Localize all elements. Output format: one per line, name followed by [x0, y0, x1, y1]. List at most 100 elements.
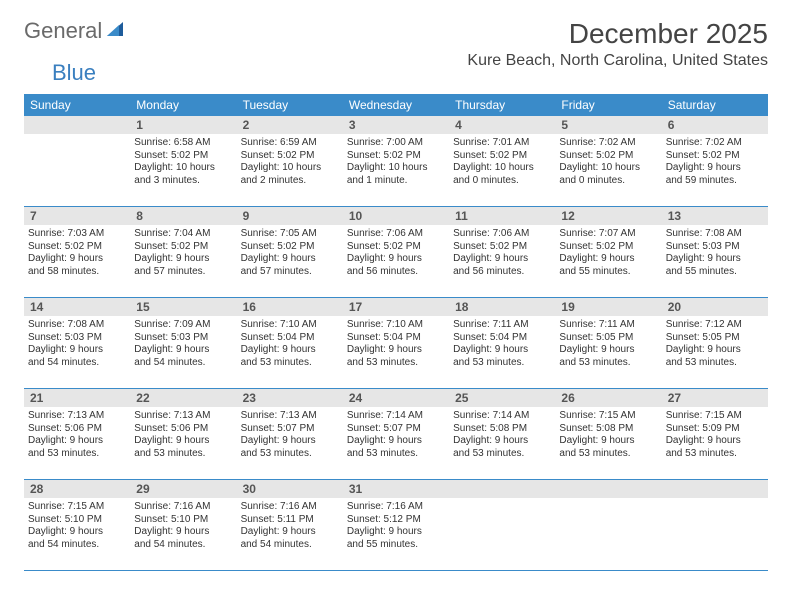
cell-line: Sunset: 5:10 PM	[134, 514, 231, 527]
day-cell: Sunrise: 7:14 AMSunset: 5:08 PMDaylight:…	[449, 407, 555, 479]
day-number: 1	[130, 116, 236, 134]
cell-line: Sunrise: 7:15 AM	[559, 410, 656, 423]
logo-text-general: General	[24, 18, 102, 44]
day-header: Saturday	[662, 94, 768, 116]
cell-line: Daylight: 9 hours	[28, 253, 125, 266]
day-cell: Sunrise: 7:12 AMSunset: 5:05 PMDaylight:…	[662, 316, 768, 388]
day-cell: Sunrise: 7:11 AMSunset: 5:05 PMDaylight:…	[555, 316, 661, 388]
cell-line: Sunrise: 7:13 AM	[241, 410, 338, 423]
cell-line: Sunset: 5:02 PM	[559, 150, 656, 163]
daynum-row: 123456	[24, 116, 768, 134]
day-header: Friday	[555, 94, 661, 116]
cell-line: Daylight: 9 hours	[347, 435, 444, 448]
day-cell: Sunrise: 7:10 AMSunset: 5:04 PMDaylight:…	[343, 316, 449, 388]
cell-line: Sunset: 5:02 PM	[453, 241, 550, 254]
cell-line: Daylight: 10 hours	[559, 162, 656, 175]
cell-line: and 53 minutes.	[28, 448, 125, 461]
cell-line: Sunrise: 7:13 AM	[28, 410, 125, 423]
cell-line: Sunset: 5:07 PM	[241, 423, 338, 436]
cell-line: Sunset: 5:02 PM	[453, 150, 550, 163]
location: Kure Beach, North Carolina, United State…	[467, 52, 768, 70]
cell-line: Sunrise: 7:16 AM	[134, 501, 231, 514]
daynum-row: 14151617181920	[24, 298, 768, 316]
cell-line: Sunrise: 7:00 AM	[347, 137, 444, 150]
cell-line: Sunset: 5:02 PM	[347, 150, 444, 163]
cell-line: Daylight: 10 hours	[134, 162, 231, 175]
cell-line: Sunset: 5:08 PM	[559, 423, 656, 436]
day-cell: Sunrise: 6:58 AMSunset: 5:02 PMDaylight:…	[130, 134, 236, 206]
day-number: 5	[555, 116, 661, 134]
cell-line: and 56 minutes.	[347, 266, 444, 279]
cell-line: Sunrise: 7:02 AM	[666, 137, 763, 150]
cell-line: Sunrise: 7:06 AM	[347, 228, 444, 241]
cell-line: Sunrise: 7:13 AM	[134, 410, 231, 423]
cell-line: Sunrise: 7:08 AM	[28, 319, 125, 332]
cell-line: Sunrise: 7:11 AM	[559, 319, 656, 332]
cell-line: Daylight: 9 hours	[347, 526, 444, 539]
sail-icon	[105, 20, 125, 43]
daynum-row: 78910111213	[24, 207, 768, 225]
cell-line: Sunset: 5:04 PM	[453, 332, 550, 345]
cell-line: and 57 minutes.	[241, 266, 338, 279]
cell-line: and 54 minutes.	[134, 357, 231, 370]
day-number: 24	[343, 389, 449, 407]
cell-line: Daylight: 9 hours	[666, 253, 763, 266]
day-cell	[555, 498, 661, 570]
cell-line: Daylight: 9 hours	[666, 344, 763, 357]
cell-line: and 54 minutes.	[241, 539, 338, 552]
logo: General	[24, 18, 125, 44]
cell-line: and 54 minutes.	[134, 539, 231, 552]
day-number: 26	[555, 389, 661, 407]
day-number: 14	[24, 298, 130, 316]
day-cell: Sunrise: 7:04 AMSunset: 5:02 PMDaylight:…	[130, 225, 236, 297]
day-number: 3	[343, 116, 449, 134]
cell-line: and 54 minutes.	[28, 357, 125, 370]
day-number: 12	[555, 207, 661, 225]
day-number: 31	[343, 480, 449, 498]
day-number: 8	[130, 207, 236, 225]
day-cell: Sunrise: 7:05 AMSunset: 5:02 PMDaylight:…	[237, 225, 343, 297]
day-cell: Sunrise: 7:09 AMSunset: 5:03 PMDaylight:…	[130, 316, 236, 388]
cell-line: and 53 minutes.	[559, 448, 656, 461]
day-number: 27	[662, 389, 768, 407]
cell-line: Sunset: 5:06 PM	[28, 423, 125, 436]
cell-line: Sunrise: 7:05 AM	[241, 228, 338, 241]
day-cell: Sunrise: 7:01 AMSunset: 5:02 PMDaylight:…	[449, 134, 555, 206]
cell-line: and 53 minutes.	[134, 448, 231, 461]
day-number: 11	[449, 207, 555, 225]
cell-line: Sunrise: 6:59 AM	[241, 137, 338, 150]
day-cell: Sunrise: 7:13 AMSunset: 5:06 PMDaylight:…	[130, 407, 236, 479]
day-cell: Sunrise: 7:06 AMSunset: 5:02 PMDaylight:…	[449, 225, 555, 297]
cell-line: Daylight: 9 hours	[134, 526, 231, 539]
cell-line: Sunset: 5:04 PM	[241, 332, 338, 345]
cell-line: Sunrise: 7:03 AM	[28, 228, 125, 241]
cell-line: and 53 minutes.	[453, 357, 550, 370]
cell-line: Daylight: 10 hours	[241, 162, 338, 175]
cell-line: Sunset: 5:11 PM	[241, 514, 338, 527]
cell-line: Sunset: 5:02 PM	[134, 241, 231, 254]
cell-line: Daylight: 9 hours	[559, 435, 656, 448]
cell-line: Sunset: 5:02 PM	[241, 241, 338, 254]
cell-line: Sunset: 5:03 PM	[134, 332, 231, 345]
cell-line: Daylight: 9 hours	[28, 344, 125, 357]
day-header: Monday	[130, 94, 236, 116]
day-cell: Sunrise: 7:02 AMSunset: 5:02 PMDaylight:…	[555, 134, 661, 206]
cell-line: Daylight: 9 hours	[559, 344, 656, 357]
cell-line: Daylight: 9 hours	[134, 435, 231, 448]
cell-line: and 0 minutes.	[453, 175, 550, 188]
cell-line: Sunset: 5:06 PM	[134, 423, 231, 436]
logo-text-blue: Blue	[52, 60, 96, 86]
cell-line: Daylight: 9 hours	[28, 435, 125, 448]
daynum-row: 21222324252627	[24, 389, 768, 407]
day-number: 7	[24, 207, 130, 225]
title-block: December 2025 Kure Beach, North Carolina…	[467, 18, 768, 70]
week-row: Sunrise: 7:03 AM Sunset: 5:02 PM Daylight:…	[24, 225, 768, 298]
cell-line: and 53 minutes.	[666, 357, 763, 370]
day-number: 6	[662, 116, 768, 134]
cell-line: Sunrise: 7:06 AM	[453, 228, 550, 241]
day-number: 28	[24, 480, 130, 498]
day-cell: Sunrise: 7:15 AMSunset: 5:09 PMDaylight:…	[662, 407, 768, 479]
day-cell: Sunrise: 7:10 AMSunset: 5:04 PMDaylight:…	[237, 316, 343, 388]
day-number: 15	[130, 298, 236, 316]
cell-line: Sunset: 5:05 PM	[666, 332, 763, 345]
